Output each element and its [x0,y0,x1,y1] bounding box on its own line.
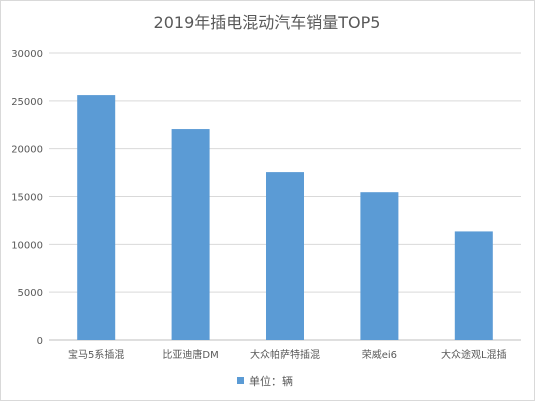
bar [454,231,493,340]
bar [266,172,304,340]
x-tick-label: 比亚迪唐DM [162,348,218,361]
legend: 单位：辆 [237,374,293,388]
x-tick-label: 大众途观L混插 [441,348,507,361]
y-tick-label: 5000 [18,288,43,299]
x-tick-label: 大众帕萨特插混 [250,348,320,361]
bar [360,192,399,340]
y-tick-label: 0 [37,336,43,347]
legend-label: 单位：辆 [249,374,293,388]
y-axis-ticks: 0 5000 10000 15000 20000 25000 30000 [11,49,43,347]
y-tick-label: 30000 [11,49,43,60]
x-tick-label: 荣威ei6 [362,348,397,361]
bar [171,129,210,340]
y-tick-label: 15000 [11,193,43,204]
legend-swatch [237,377,244,384]
x-axis-labels: 宝马5系插混 比亚迪唐DM 大众帕萨特插混 荣威ei6 大众途观L混插 [68,348,507,361]
y-tick-label: 20000 [11,145,43,156]
x-tick-label: 宝马5系插混 [68,348,124,361]
bars [77,95,493,341]
y-tick-label: 10000 [11,240,43,251]
bar [77,95,116,341]
y-tick-label: 25000 [11,97,43,108]
chart-title: 2019年插电混动汽车销量TOP5 [154,13,381,32]
